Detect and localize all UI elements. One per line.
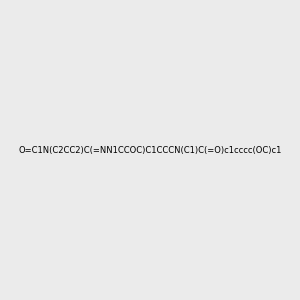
- Text: O=C1N(C2CC2)C(=NN1CCOC)C1CCCN(C1)C(=O)c1cccc(OC)c1: O=C1N(C2CC2)C(=NN1CCOC)C1CCCN(C1)C(=O)c1…: [18, 146, 282, 154]
